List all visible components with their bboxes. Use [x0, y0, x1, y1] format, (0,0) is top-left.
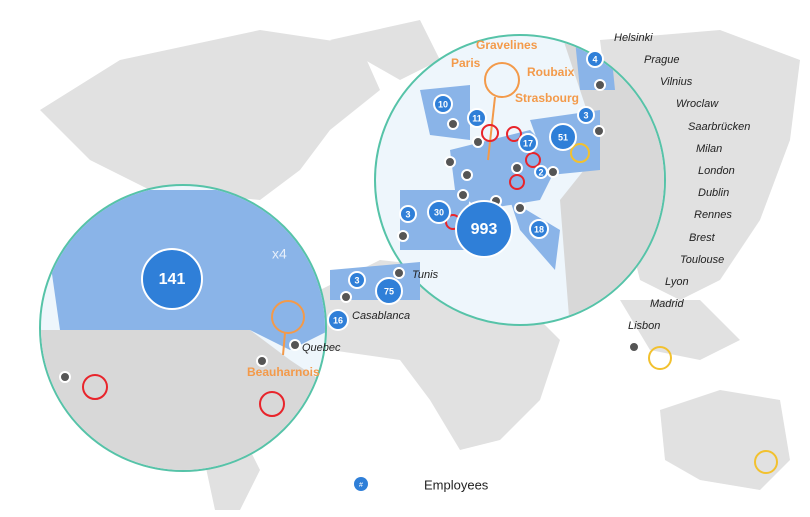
city-label: Rennes [694, 209, 732, 221]
site-label: Paris [451, 56, 481, 70]
city-label: Quebec [302, 342, 341, 354]
city-label: London [698, 165, 735, 177]
city-label: Lyon [665, 276, 689, 288]
city-label: Tunis [412, 269, 439, 281]
employee-bubble [348, 271, 366, 289]
city-label: Toulouse [680, 254, 724, 266]
employee-count: 141 [159, 271, 186, 288]
city-label: Madrid [650, 298, 685, 310]
employee-bubble [375, 277, 403, 305]
city-label: Lisbon [628, 320, 660, 332]
employee-bubble [529, 219, 549, 239]
city-label: Milan [696, 143, 722, 155]
employee-bubble [518, 133, 538, 153]
employee-bubble [577, 106, 595, 124]
office-pins [59, 79, 640, 383]
employee-bubble [399, 205, 417, 223]
employee-count: 993 [471, 221, 498, 238]
employee-count: 51 [558, 132, 568, 142]
city-label: Prague [644, 54, 679, 66]
city-label: Brest [689, 232, 716, 244]
legend-label: Employees [424, 477, 489, 492]
city-label: Casablanca [352, 310, 410, 322]
employee-bubble [427, 200, 451, 224]
city-label: Saarbrücken [688, 121, 750, 133]
zoom-label: x4 [272, 246, 287, 262]
employee-count: 4 [592, 54, 597, 64]
employee-bubble [455, 200, 513, 258]
employee-bubble [549, 123, 577, 151]
employee-count: 75 [384, 286, 394, 296]
employee-count: 11 [472, 113, 482, 123]
employee-count: 30 [434, 207, 444, 217]
employee-count: 10 [438, 99, 448, 109]
legend-symbol: # [359, 482, 363, 489]
employee-count: 16 [333, 315, 343, 325]
employee-bubble [141, 248, 203, 310]
employee-count: 3 [354, 275, 359, 285]
site-label: Strasbourg [515, 91, 579, 105]
site-label: Beauharnois [247, 365, 320, 379]
employee-bubble [534, 165, 548, 179]
employee-bubble [327, 309, 349, 331]
employee-count: 17 [523, 138, 533, 148]
legend-symbol-bg [354, 477, 368, 491]
employee-count: 3 [583, 110, 588, 120]
city-label: Dublin [698, 187, 729, 199]
canada-zoom [39, 184, 327, 472]
employee-count: 3 [405, 209, 410, 219]
city-label: Vilnius [660, 76, 693, 88]
employee-count: 18 [534, 224, 544, 234]
employee-bubble [467, 108, 487, 128]
employee-count: 2 [538, 167, 543, 177]
site-label: Roubaix [527, 65, 575, 79]
employee-bubble [433, 94, 453, 114]
city-label: Wroclaw [676, 98, 719, 110]
city-label: Helsinki [614, 32, 653, 44]
site-label: Gravelines [476, 38, 538, 52]
employee-bubble [586, 50, 604, 68]
